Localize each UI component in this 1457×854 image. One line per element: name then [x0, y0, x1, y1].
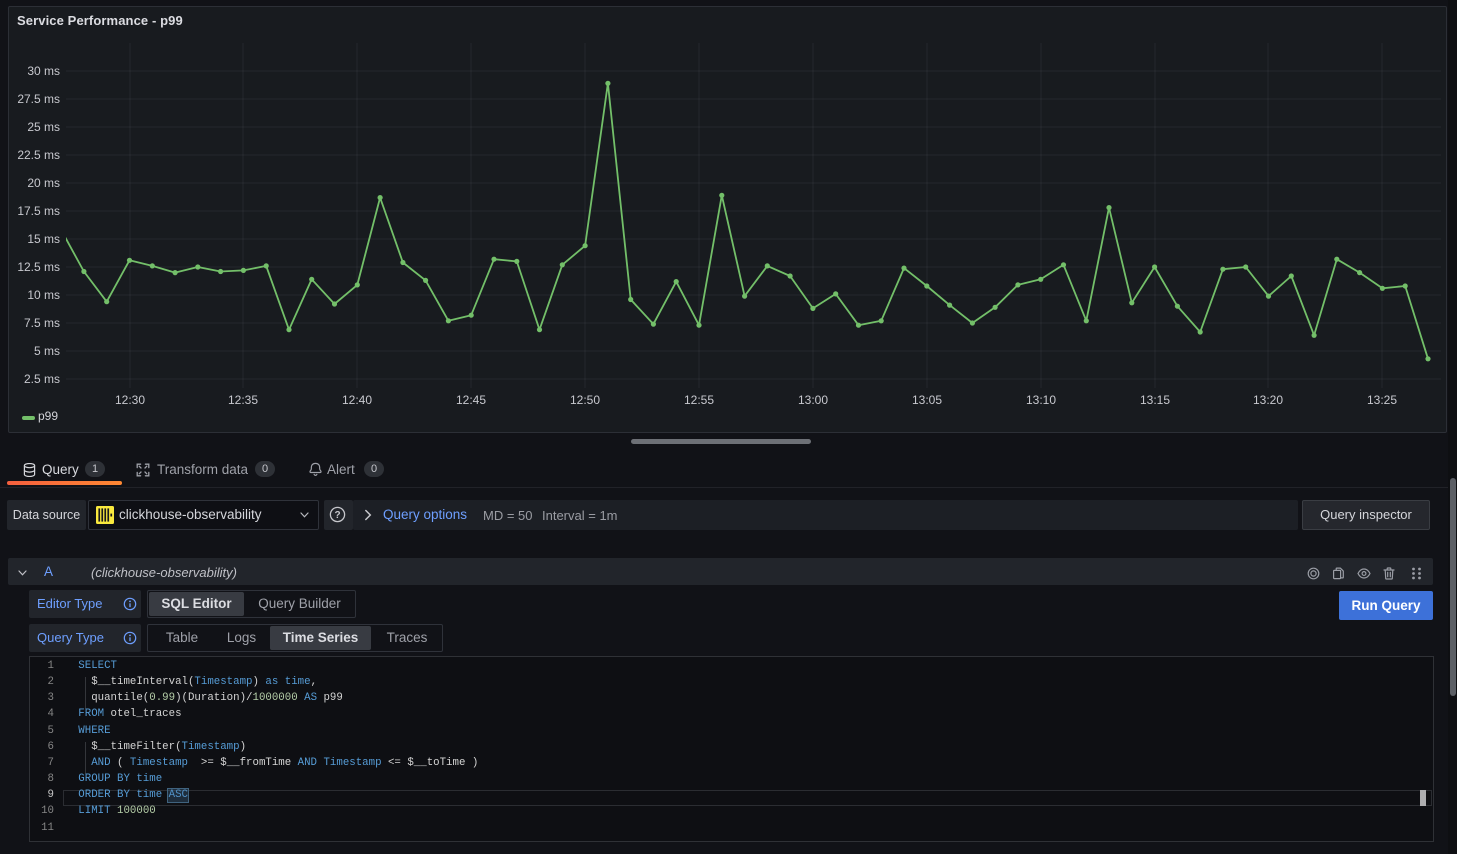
svg-text:20 ms: 20 ms — [27, 176, 60, 190]
svg-text:2.5 ms: 2.5 ms — [24, 372, 60, 386]
svg-text:13:00: 13:00 — [798, 393, 828, 407]
svg-text:27.5 ms: 27.5 ms — [17, 92, 60, 106]
svg-text:25 ms: 25 ms — [27, 120, 60, 134]
svg-text:13:15: 13:15 — [1140, 393, 1170, 407]
svg-text:12:45: 12:45 — [456, 393, 486, 407]
svg-text:12:35: 12:35 — [228, 393, 258, 407]
svg-text:?: ? — [334, 510, 340, 521]
svg-text:12.5 ms: 12.5 ms — [17, 260, 60, 274]
svg-text:13:20: 13:20 — [1253, 393, 1283, 407]
svg-text:12:40: 12:40 — [342, 393, 372, 407]
svg-text:7.5 ms: 7.5 ms — [24, 316, 60, 330]
svg-text:13:25: 13:25 — [1367, 393, 1397, 407]
svg-text:12:50: 12:50 — [570, 393, 600, 407]
svg-text:17.5 ms: 17.5 ms — [17, 204, 60, 218]
svg-text:12:30: 12:30 — [115, 393, 145, 407]
svg-text:13:10: 13:10 — [1026, 393, 1056, 407]
svg-text:12:55: 12:55 — [684, 393, 714, 407]
svg-text:5 ms: 5 ms — [34, 344, 60, 358]
svg-text:13:05: 13:05 — [912, 393, 942, 407]
svg-text:15 ms: 15 ms — [27, 232, 60, 246]
svg-text:10 ms: 10 ms — [27, 288, 60, 302]
svg-text:22.5 ms: 22.5 ms — [17, 148, 60, 162]
svg-text:30 ms: 30 ms — [27, 64, 60, 78]
